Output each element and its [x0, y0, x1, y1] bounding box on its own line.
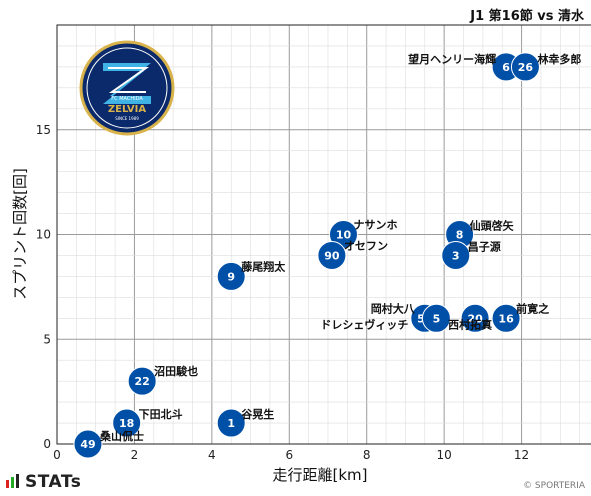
- stats-bars-icon: [6, 474, 20, 488]
- point-marker: [317, 240, 347, 270]
- logo-line1: FC MACHIDA: [111, 96, 143, 102]
- point-name-label: 西村拓真: [448, 317, 492, 331]
- stats-brand-text: STATs: [25, 472, 82, 492]
- point-marker: [216, 408, 246, 438]
- x-tick-label: 12: [514, 448, 529, 462]
- point-name-label: 望月ヘンリー海輝: [408, 52, 496, 66]
- data-point: 5: [421, 303, 451, 333]
- point-number: 8: [456, 229, 464, 242]
- plot-frame: [56, 24, 591, 445]
- point-marker: [216, 261, 246, 291]
- logo-line2: ZELVIA: [108, 104, 147, 115]
- data-point: 26: [510, 52, 540, 82]
- point-name-label: 前寛之: [516, 301, 549, 315]
- data-point: 10: [328, 220, 358, 249]
- x-tick-label: 6: [285, 448, 293, 462]
- point-number: 6: [502, 61, 510, 74]
- point-name-label: 沼田駿也: [154, 364, 198, 378]
- y-tick-labels: 0 5 10 15: [36, 123, 51, 451]
- team-logo: FC MACHIDA ZELVIA SINCE 1989: [79, 40, 175, 136]
- point-marker: [73, 429, 103, 459]
- x-axis-label: 走行距離[km]: [272, 466, 367, 484]
- point-marker: [491, 303, 521, 333]
- data-point: 1: [216, 408, 246, 438]
- point-marker: [127, 366, 157, 396]
- point-name-label: 桑山侃士: [99, 429, 144, 443]
- y-tick-label: 5: [43, 332, 51, 346]
- data-point: 20: [460, 303, 490, 333]
- data-point: 18: [112, 408, 142, 438]
- point-number: 90: [324, 249, 340, 262]
- point-name-label: 藤尾翔太: [241, 259, 286, 273]
- point-number: 10: [336, 229, 352, 242]
- data-point: 9: [216, 261, 246, 291]
- x-tick-labels: 02468101214: [53, 448, 529, 462]
- logo-line3: SINCE 1989: [115, 116, 139, 121]
- stats-brand: STATs: [6, 472, 81, 492]
- point-number: 49: [80, 438, 95, 451]
- data-point: 90: [317, 240, 347, 270]
- point-marker: [441, 240, 471, 270]
- data-point: 22: [127, 366, 157, 396]
- point-name-label: 岡村大八: [371, 301, 416, 315]
- point-name-label: 昌子源: [468, 239, 501, 253]
- point-number: 16: [498, 312, 514, 325]
- y-tick-label: 0: [43, 437, 51, 451]
- point-number: 1: [227, 417, 235, 430]
- data-point: 49: [73, 429, 103, 459]
- point-number: 22: [135, 375, 150, 388]
- y-axis-label: スプリント回数[回]: [11, 168, 29, 300]
- point-number: 9: [227, 270, 235, 283]
- point-name-label: 谷晃生: [241, 407, 274, 421]
- point-name-label: 下田北斗: [139, 407, 183, 421]
- y-tick-label: 10: [36, 228, 51, 242]
- credit: © SPORTERIA: [523, 481, 585, 491]
- x-tick-label: 2: [131, 448, 139, 462]
- point-name-label: 林幸多郎: [537, 52, 581, 66]
- x-tick-label: 10: [437, 448, 452, 462]
- data-point: 16: [491, 303, 521, 333]
- data-points: 626109083950520162218149望月ヘンリー海輝林幸多郎ナサンホ…: [73, 52, 581, 459]
- point-number: 3: [452, 249, 460, 262]
- y-tick-label: 15: [36, 123, 51, 137]
- point-marker: [421, 303, 451, 333]
- point-marker: [112, 408, 142, 438]
- point-name-label: オセフン: [344, 239, 388, 252]
- x-tick-label: 0: [53, 448, 61, 462]
- point-number: 5: [433, 312, 441, 325]
- point-name-label: ナサンホ: [353, 219, 397, 232]
- point-number: 26: [518, 61, 534, 74]
- point-name-label: ドレシェヴィッチ: [320, 317, 408, 331]
- x-tick-label: 4: [208, 448, 216, 462]
- data-point: 3: [441, 240, 471, 270]
- point-name-label: 仙頭啓矢: [470, 219, 515, 233]
- point-marker: [510, 52, 540, 82]
- point-marker: [460, 303, 490, 333]
- x-tick-label: 8: [363, 448, 371, 462]
- point-number: 18: [119, 417, 134, 430]
- chart-title: J1 第16節 vs 清水: [469, 8, 585, 24]
- point-number: 20: [467, 312, 483, 325]
